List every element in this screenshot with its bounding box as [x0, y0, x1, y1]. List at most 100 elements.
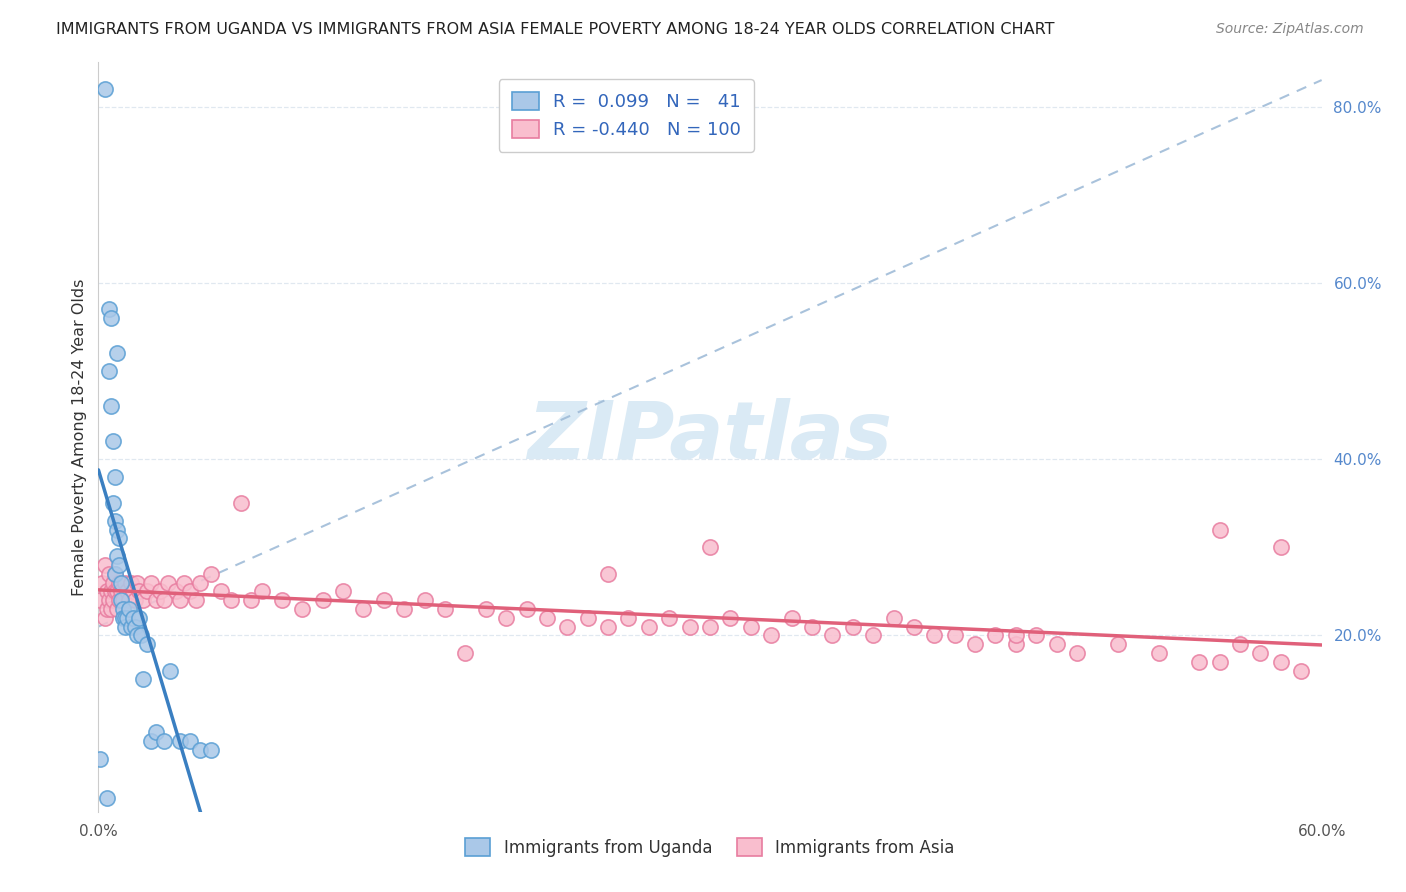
- Point: [373, 593, 395, 607]
- Point: [1188, 655, 1211, 669]
- Point: [536, 611, 558, 625]
- Point: [101, 575, 124, 590]
- Point: [392, 602, 416, 616]
- Point: [105, 549, 128, 563]
- Point: [801, 619, 824, 633]
- Point: [821, 628, 844, 642]
- Point: [101, 434, 124, 449]
- Point: [637, 619, 661, 633]
- Point: [413, 593, 436, 607]
- Point: [96, 584, 118, 599]
- Point: [141, 734, 163, 748]
- Point: [188, 743, 212, 757]
- Point: [434, 602, 457, 616]
- Point: [89, 752, 111, 766]
- Point: [101, 593, 124, 607]
- Point: [97, 302, 120, 317]
- Point: [169, 734, 191, 748]
- Point: [122, 584, 145, 599]
- Point: [862, 628, 884, 642]
- Point: [179, 734, 201, 748]
- Point: [159, 664, 181, 678]
- Point: [1025, 628, 1047, 642]
- Point: [152, 593, 174, 607]
- Point: [352, 602, 374, 616]
- Point: [105, 523, 128, 537]
- Point: [658, 611, 681, 625]
- Point: [101, 496, 124, 510]
- Point: [104, 566, 127, 581]
- Point: [1107, 637, 1129, 651]
- Point: [110, 575, 132, 590]
- Point: [114, 611, 136, 625]
- Point: [186, 593, 208, 607]
- Point: [127, 575, 149, 590]
- Point: [165, 584, 187, 599]
- Point: [141, 575, 163, 590]
- Point: [93, 558, 115, 572]
- Point: [332, 584, 354, 599]
- Point: [1229, 637, 1251, 651]
- Point: [312, 593, 335, 607]
- Point: [1045, 637, 1069, 651]
- Point: [495, 611, 517, 625]
- Point: [454, 646, 477, 660]
- Point: [104, 514, 127, 528]
- Point: [1291, 664, 1313, 678]
- Point: [598, 566, 620, 581]
- Point: [903, 619, 925, 633]
- Point: [124, 593, 146, 607]
- Text: ZIPatlas: ZIPatlas: [527, 398, 893, 476]
- Point: [152, 734, 174, 748]
- Point: [270, 593, 294, 607]
- Point: [291, 602, 314, 616]
- Point: [679, 619, 702, 633]
- Point: [943, 628, 966, 642]
- Point: [96, 791, 118, 805]
- Point: [105, 584, 128, 599]
- Point: [124, 619, 146, 633]
- Point: [219, 593, 242, 607]
- Point: [173, 575, 195, 590]
- Point: [104, 566, 127, 581]
- Point: [118, 593, 141, 607]
- Point: [740, 619, 762, 633]
- Point: [89, 593, 111, 607]
- Point: [96, 602, 118, 616]
- Point: [780, 611, 803, 625]
- Point: [209, 584, 232, 599]
- Point: [1270, 541, 1292, 555]
- Point: [240, 593, 263, 607]
- Point: [1249, 646, 1271, 660]
- Point: [108, 575, 131, 590]
- Point: [118, 602, 141, 616]
- Point: [1004, 628, 1026, 642]
- Point: [127, 628, 149, 642]
- Point: [474, 602, 498, 616]
- Point: [555, 619, 579, 633]
- Point: [132, 593, 155, 607]
- Legend: Immigrants from Uganda, Immigrants from Asia: Immigrants from Uganda, Immigrants from …: [458, 832, 962, 863]
- Point: [617, 611, 640, 625]
- Point: [250, 584, 273, 599]
- Point: [111, 593, 134, 607]
- Point: [97, 593, 120, 607]
- Point: [129, 628, 152, 642]
- Y-axis label: Female Poverty Among 18-24 Year Olds: Female Poverty Among 18-24 Year Olds: [72, 278, 87, 596]
- Point: [132, 673, 155, 687]
- Point: [200, 566, 222, 581]
- Point: [516, 602, 538, 616]
- Point: [1004, 637, 1026, 651]
- Point: [145, 593, 167, 607]
- Point: [200, 743, 222, 757]
- Point: [100, 584, 122, 599]
- Text: IMMIGRANTS FROM UGANDA VS IMMIGRANTS FROM ASIA FEMALE POVERTY AMONG 18-24 YEAR O: IMMIGRANTS FROM UGANDA VS IMMIGRANTS FRO…: [56, 22, 1054, 37]
- Point: [91, 575, 114, 590]
- Point: [576, 611, 599, 625]
- Point: [156, 575, 179, 590]
- Point: [1270, 655, 1292, 669]
- Point: [1209, 655, 1232, 669]
- Point: [188, 575, 212, 590]
- Point: [1147, 646, 1170, 660]
- Point: [108, 532, 131, 546]
